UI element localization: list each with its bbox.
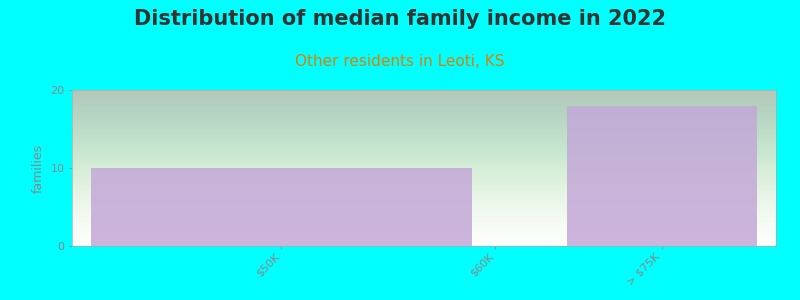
Text: Other residents in Leoti, KS: Other residents in Leoti, KS — [295, 54, 505, 69]
Bar — [91, 168, 471, 246]
Y-axis label: families: families — [32, 143, 45, 193]
Bar — [566, 106, 757, 246]
Text: Distribution of median family income in 2022: Distribution of median family income in … — [134, 9, 666, 29]
